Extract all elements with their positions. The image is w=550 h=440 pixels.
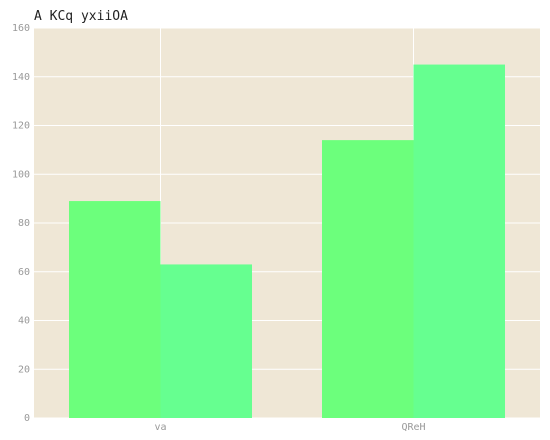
y-tick-label: 60 bbox=[18, 267, 30, 278]
y-tick-label: 20 bbox=[18, 364, 30, 375]
bar-series-1-QReH bbox=[322, 140, 414, 418]
x-tick-label: va bbox=[154, 422, 166, 433]
y-tick-label: 40 bbox=[18, 316, 30, 327]
bars bbox=[69, 64, 505, 418]
x-axis-ticks: va QReH bbox=[154, 422, 425, 433]
y-tick-label: 80 bbox=[18, 218, 30, 229]
y-tick-label: 120 bbox=[12, 121, 30, 132]
bar-series-2-va bbox=[160, 264, 252, 418]
chart-title: A KCq yxiiOA bbox=[34, 9, 128, 24]
y-tick-label: 160 bbox=[12, 23, 30, 34]
bar-series-1-va bbox=[69, 201, 161, 418]
bar-series-2-QReH bbox=[413, 64, 505, 418]
y-tick-label: 140 bbox=[12, 72, 30, 83]
y-axis-ticks: 0 20 40 60 80 100 120 140 160 bbox=[12, 23, 30, 424]
y-tick-label: 0 bbox=[24, 413, 30, 424]
x-tick-label: QReH bbox=[401, 422, 425, 433]
y-tick-label: 100 bbox=[12, 169, 30, 180]
